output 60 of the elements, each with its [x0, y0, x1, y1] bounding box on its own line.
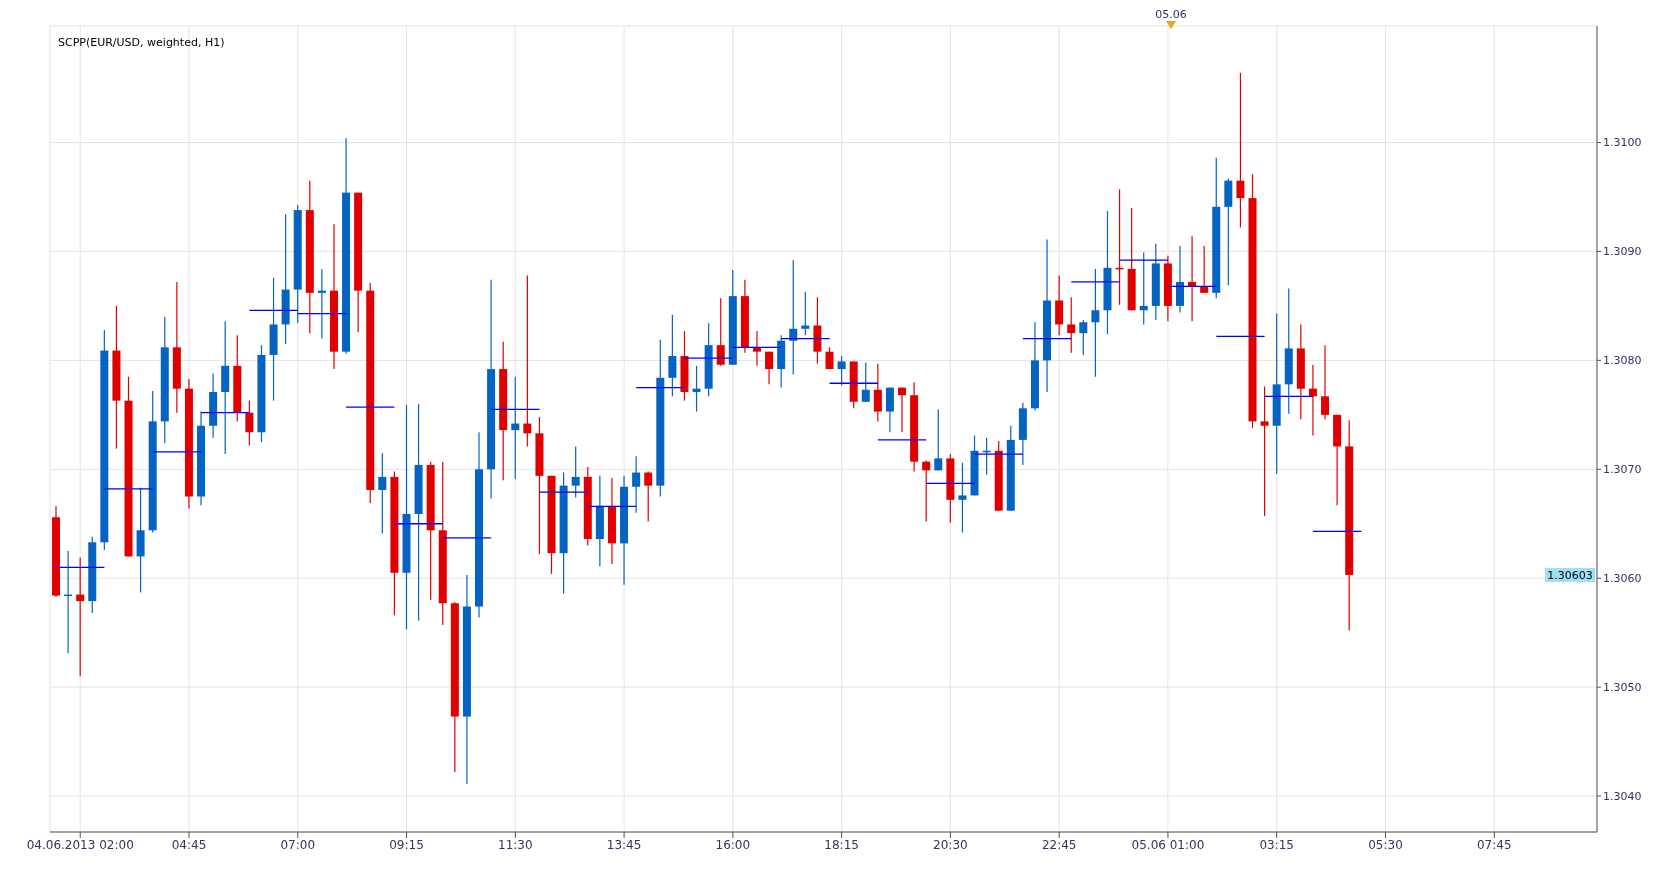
candlestick — [692, 365, 701, 413]
candlestick — [1091, 268, 1100, 378]
x-tick-label: 13:45 — [606, 837, 642, 852]
candlestick — [245, 400, 254, 446]
candlestick — [1321, 344, 1330, 420]
candlestick — [1236, 72, 1245, 229]
candlestick — [789, 259, 798, 376]
candlestick — [801, 291, 810, 336]
candlestick — [861, 361, 870, 403]
candlestick — [1079, 319, 1088, 356]
candlestick — [1260, 385, 1269, 517]
y-tick-label: 1.3040 — [1603, 789, 1642, 803]
candlestick — [1175, 245, 1184, 314]
y-tick-label: 1.3050 — [1603, 681, 1642, 695]
y-tick-label: 1.3070 — [1603, 463, 1642, 477]
candlestick — [1067, 296, 1076, 354]
candlestick — [317, 268, 326, 340]
x-tick-label: 09:15 — [389, 837, 424, 852]
candlestick — [378, 452, 387, 535]
candlestick — [511, 376, 520, 480]
x-tick-label: 11:30 — [498, 837, 533, 852]
x-tick-label: 07:00 — [280, 837, 316, 852]
candlestick — [668, 314, 677, 397]
x-tick-label: 04:45 — [171, 837, 207, 852]
candlestick — [644, 470, 653, 523]
x-tick-label: 16:00 — [715, 837, 751, 852]
candlestick — [958, 462, 967, 534]
candlestick — [898, 387, 907, 433]
y-tick-label: 1.3060 — [1603, 572, 1642, 586]
candlestick — [76, 556, 85, 677]
x-tick-label: 04.06.2013 02:00 — [26, 837, 134, 852]
y-tick-label: 1.3100 — [1603, 136, 1642, 150]
candlestick — [571, 445, 580, 499]
x-tick-label: 20:30 — [933, 837, 968, 852]
candlestick — [922, 459, 931, 523]
candlestick — [1308, 364, 1317, 437]
y-tick-label: 1.3090 — [1603, 245, 1642, 259]
x-tick-label: 22:45 — [1041, 837, 1077, 852]
x-tick-label: 05.06 01:00 — [1131, 837, 1205, 852]
x-tick-label: 05:30 — [1368, 837, 1403, 852]
x-tick-label: 18:15 — [824, 837, 859, 852]
text: 05.06 — [1154, 8, 1188, 23]
candlestick — [885, 387, 894, 433]
x-tick-label: 03:15 — [1259, 837, 1295, 852]
candlestick — [934, 408, 943, 471]
annotation: 1.30603 — [1547, 568, 1593, 582]
y-tick-label: 1.3080 — [1603, 354, 1642, 368]
candlestick — [765, 351, 774, 385]
x-tick-label: 07:45 — [1476, 837, 1512, 852]
candlestick — [837, 355, 846, 387]
candlestick — [1055, 274, 1064, 336]
candlestick — [523, 274, 532, 448]
candlestick — [632, 455, 641, 514]
candlestick — [1200, 245, 1209, 294]
text: SCPP(EUR/USD, weighted, H1) — [58, 36, 225, 49]
candlestick — [873, 363, 882, 422]
candlestick — [1139, 251, 1148, 326]
candlestick — [716, 297, 725, 367]
candlestick — [752, 330, 761, 367]
candlestick — [1188, 235, 1197, 322]
